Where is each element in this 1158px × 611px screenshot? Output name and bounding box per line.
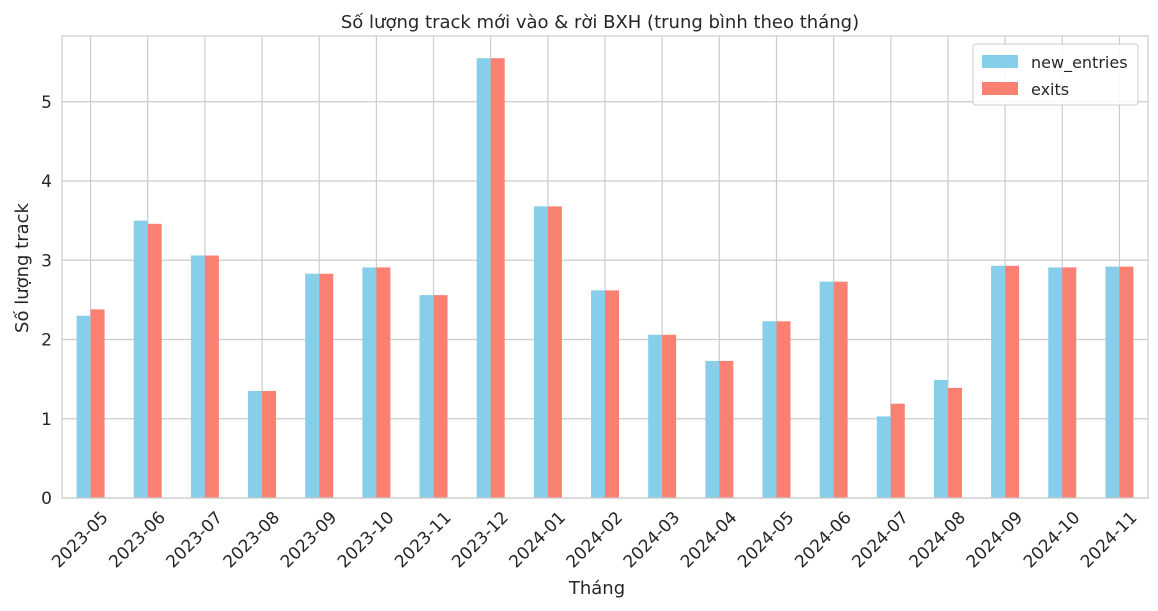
chart-title: Số lượng track mới vào & rời BXH (trung … xyxy=(341,12,859,33)
x-axis-label: Tháng xyxy=(568,578,625,599)
bar-new-entries xyxy=(1048,267,1063,498)
x-tick-label: 2023-07 xyxy=(163,508,227,572)
bar-new-entries xyxy=(362,267,377,498)
x-tick-label: 2023-12 xyxy=(448,508,512,572)
bar-new-entries xyxy=(248,391,263,498)
bar-exits xyxy=(376,267,391,498)
bar-new-entries xyxy=(705,360,720,498)
bar-new-entries xyxy=(305,273,320,498)
y-tick-label: 1 xyxy=(41,410,52,430)
bar-exits xyxy=(1119,266,1134,498)
bar-new-entries xyxy=(819,281,834,498)
legend-label-exits: exits xyxy=(1031,80,1069,99)
y-tick-label: 3 xyxy=(41,251,52,271)
x-tick-label: 2023-08 xyxy=(220,508,284,572)
bar-new-entries xyxy=(591,290,605,498)
legend-swatch-new-entries xyxy=(982,55,1018,68)
x-tick-label: 2024-06 xyxy=(791,508,855,572)
legend: new_entries exits xyxy=(972,43,1139,106)
bar-exits xyxy=(490,58,505,498)
x-tick-label: 2023-05 xyxy=(48,508,112,572)
bar-exits xyxy=(776,321,791,498)
y-tick-label: 0 xyxy=(41,489,52,509)
x-tick-label: 2024-10 xyxy=(1020,508,1084,572)
bar-new-entries xyxy=(762,321,777,498)
y-tick-labels: 0 1 2 3 4 5 xyxy=(41,93,52,509)
x-tick-label: 2023-11 xyxy=(391,508,455,572)
bar-new-entries xyxy=(648,334,663,498)
x-tick-label: 2024-03 xyxy=(620,508,684,572)
bar-exits xyxy=(319,273,334,498)
bar-exits xyxy=(547,206,562,498)
bar-new-entries xyxy=(190,255,205,498)
bar-new-entries xyxy=(476,58,491,498)
bars xyxy=(76,58,1134,498)
bar-exits xyxy=(204,255,219,498)
x-tick-label: 2024-11 xyxy=(1077,508,1141,572)
bar-exits xyxy=(90,309,105,498)
y-tick-label: 2 xyxy=(41,331,52,351)
y-axis-label: Số lượng track xyxy=(12,202,33,333)
x-tick-label: 2024-05 xyxy=(734,508,798,572)
bar-new-entries xyxy=(1105,266,1120,498)
x-tick-label: 2024-04 xyxy=(677,508,741,572)
bar-exits xyxy=(890,403,905,498)
bar-new-entries xyxy=(133,220,148,498)
x-tick-label: 2023-10 xyxy=(334,508,398,572)
bar-new-entries xyxy=(533,206,548,498)
bar-exits xyxy=(662,334,677,498)
bar-exits xyxy=(833,281,848,498)
bar-new-entries xyxy=(933,379,948,498)
bar-exits xyxy=(262,391,277,498)
bar-new-entries xyxy=(419,295,434,498)
x-tick-label: 2024-02 xyxy=(563,508,627,572)
x-tick-label: 2024-08 xyxy=(906,508,970,572)
bar-exits xyxy=(947,387,962,498)
x-tick-label: 2024-07 xyxy=(848,508,912,572)
y-tick-label: 4 xyxy=(41,172,52,192)
bar-new-entries xyxy=(876,416,891,498)
legend-label-new-entries: new_entries xyxy=(1031,53,1128,73)
x-tick-labels: 2023-052023-062023-072023-082023-092023-… xyxy=(48,508,1141,572)
x-tick-label: 2024-01 xyxy=(505,508,569,572)
x-tick-label: 2023-09 xyxy=(277,508,341,572)
bar-new-entries xyxy=(76,315,91,498)
bar-exits xyxy=(719,360,734,498)
x-tick-label: 2024-09 xyxy=(963,508,1027,572)
plot-frame xyxy=(61,35,1149,499)
legend-swatch-exits xyxy=(982,82,1018,95)
bar-exits xyxy=(1062,267,1077,498)
y-tick-label: 5 xyxy=(41,93,52,113)
bar-exits xyxy=(605,290,619,498)
bar-exits xyxy=(147,223,162,498)
bar-exits xyxy=(1005,265,1020,498)
bar-exits xyxy=(433,295,448,498)
bar-new-entries xyxy=(991,265,1006,498)
x-tick-label: 2023-06 xyxy=(105,508,169,572)
